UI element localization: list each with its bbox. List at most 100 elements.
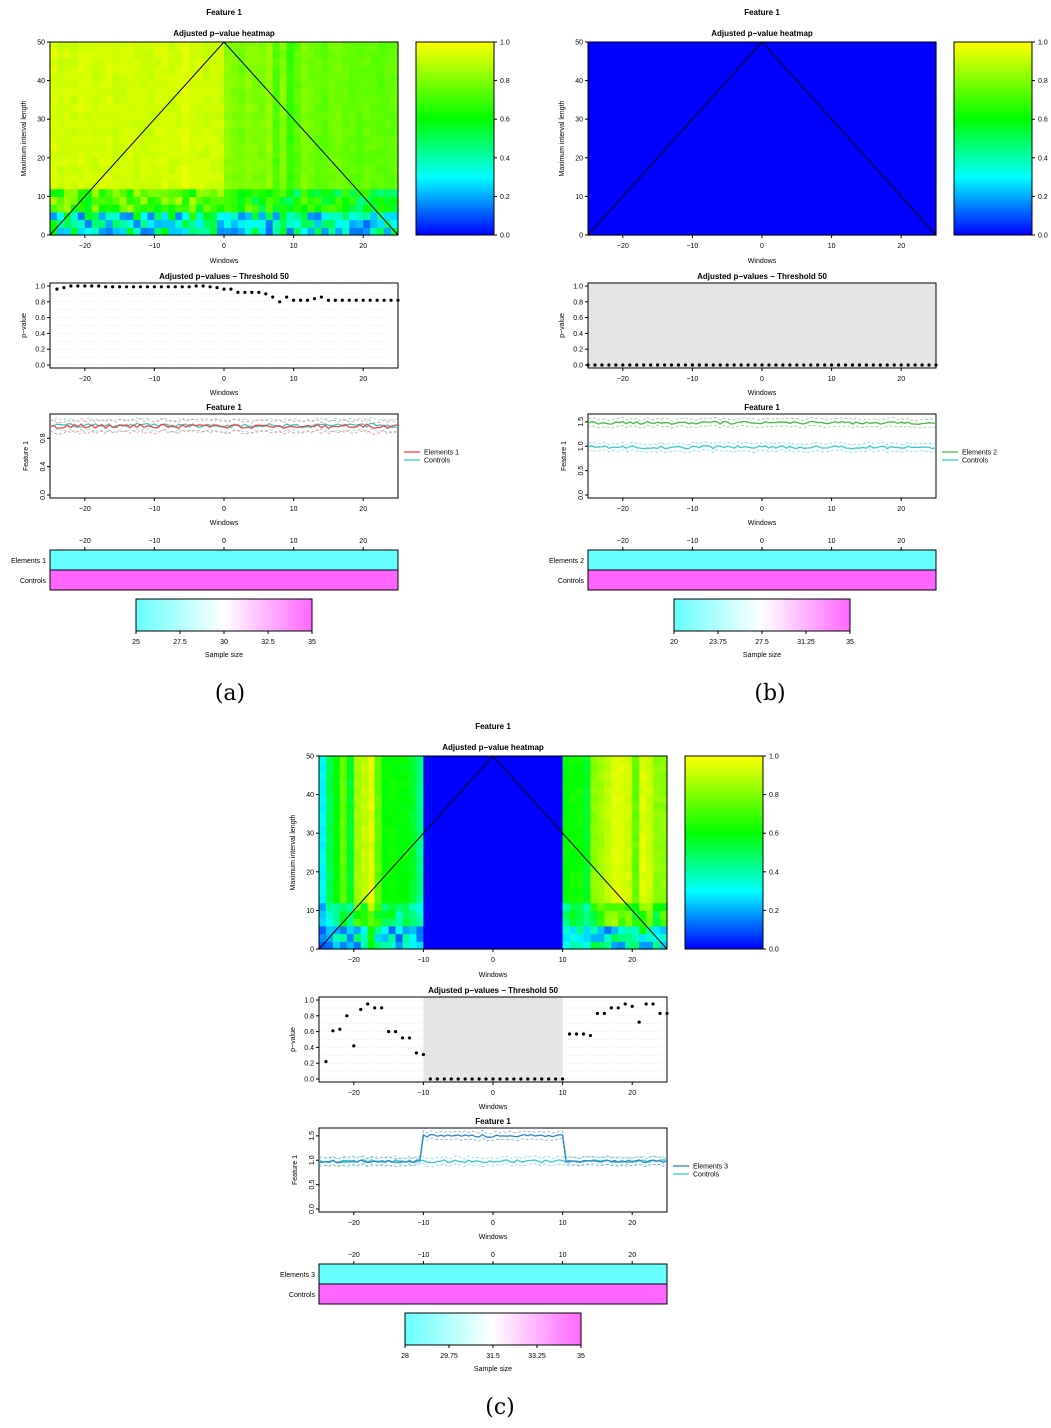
heatmap-cell	[541, 817, 550, 827]
heatmap-cell	[349, 204, 357, 213]
heatmap-cell	[370, 103, 378, 113]
pvalue-title: Adjusted p−values − Threshold 50	[159, 272, 289, 281]
heatmap-cell	[817, 173, 826, 182]
heatmap-cell	[391, 142, 399, 151]
heatmap-cell	[77, 126, 86, 136]
heatmap-cell	[611, 810, 619, 819]
heatmap-cell	[210, 119, 218, 128]
heatmap-cell	[77, 150, 86, 159]
pvalue-point	[222, 287, 226, 291]
heatmap-cell	[789, 126, 798, 136]
heatmap-cell	[168, 142, 176, 151]
heatmap-cell	[660, 794, 668, 803]
feature-series-line	[587, 420, 937, 425]
heatmap-cell	[576, 840, 585, 850]
heatmap-cell	[643, 134, 652, 143]
heatmap-cell	[660, 817, 668, 827]
heatmap-cell	[70, 227, 79, 236]
heatmap-cell	[493, 779, 501, 788]
heatmap-cell	[133, 157, 142, 167]
heatmap-cell	[458, 902, 466, 911]
feature-ci-lower	[49, 428, 399, 435]
heatmap-cell	[588, 119, 596, 128]
heatmap-cell	[119, 57, 128, 66]
heatmap-cell	[335, 188, 343, 197]
heatmap-cell	[126, 134, 135, 143]
heatmap-cell	[636, 42, 645, 51]
feature-series-line	[49, 423, 399, 430]
colorbar-tick-label: 0.4	[500, 155, 510, 162]
heatmap-cell	[622, 204, 631, 213]
heatmap-cell	[555, 840, 564, 850]
heatmap-cell	[112, 88, 121, 97]
heatmap-cell	[479, 887, 487, 896]
heatmap-cell	[775, 88, 784, 97]
heatmap-cell	[741, 96, 749, 105]
heatmap-cell	[84, 219, 93, 228]
heatmap-cell	[335, 211, 343, 221]
heatmap-cell	[210, 57, 218, 66]
heatmap-cell	[472, 810, 480, 819]
heatmap-cell	[307, 72, 316, 82]
heatmap-cell	[824, 227, 833, 236]
feature-xtick-label: −10	[417, 1220, 429, 1227]
heatmap-cell	[423, 756, 431, 765]
heatmap-cell	[664, 72, 673, 82]
heatmap-cell	[367, 864, 376, 873]
heatmap-cell	[430, 933, 438, 942]
heatmap-cell	[831, 196, 840, 205]
heatmap-cell	[377, 72, 385, 82]
heatmap-cell	[84, 150, 93, 159]
heatmap-cell	[279, 180, 288, 190]
pvalue-point	[899, 363, 903, 367]
heatmap-cell	[293, 49, 302, 59]
heatmap-cell	[583, 810, 592, 819]
heatmap-cell	[423, 910, 431, 919]
heatmap-cell	[601, 80, 610, 89]
heatmap-cell	[402, 933, 411, 942]
heatmap-cell	[817, 227, 826, 236]
heatmap-cell	[887, 150, 895, 159]
heatmap-cell	[370, 165, 378, 174]
heatmap-cell	[555, 756, 564, 765]
sample-xtick-label: 10	[559, 1252, 567, 1259]
heatmap-cell	[335, 142, 343, 151]
heatmap-cell	[632, 825, 640, 834]
heatmap-cell	[706, 111, 714, 120]
heatmap-cell	[388, 918, 397, 927]
heatmap-cell	[339, 902, 348, 911]
heatmap-cell	[622, 180, 631, 190]
heatmap-cell	[409, 941, 418, 950]
heatmap-cell	[576, 802, 585, 811]
heatmap-cell	[196, 80, 204, 89]
heatmap-cell	[472, 887, 480, 896]
heatmap-cell	[402, 925, 411, 935]
heatmap-cell	[639, 763, 647, 773]
heatmap-cell	[332, 918, 341, 927]
heatmap-cell	[423, 894, 431, 904]
pvalue-point	[892, 363, 896, 367]
heatmap-cell	[444, 879, 452, 888]
heatmap-cell	[465, 763, 473, 773]
heatmap-cell	[887, 165, 895, 174]
heatmap-cell	[175, 134, 183, 143]
heatmap-cell	[632, 840, 640, 850]
feature-ytick-label: 0.8	[40, 433, 47, 443]
heatmap-cell	[374, 802, 383, 811]
heatmap-cell	[307, 227, 316, 236]
heatmap-cell	[838, 65, 847, 74]
heatmap-cell	[70, 219, 79, 228]
heatmap-cell	[569, 756, 578, 765]
heatmap-cell	[887, 111, 895, 120]
heatmap-cell	[541, 902, 550, 911]
heatmap-cell	[217, 180, 225, 190]
heatmap-cell	[409, 825, 418, 834]
heatmap-cell	[499, 871, 508, 881]
heatmap-cell	[657, 211, 666, 221]
heatmap-cell	[727, 157, 735, 167]
heatmap-cell	[748, 142, 756, 151]
heatmap-cell	[349, 150, 357, 159]
heatmap-cell	[506, 825, 515, 834]
heatmap-cell	[356, 157, 364, 167]
